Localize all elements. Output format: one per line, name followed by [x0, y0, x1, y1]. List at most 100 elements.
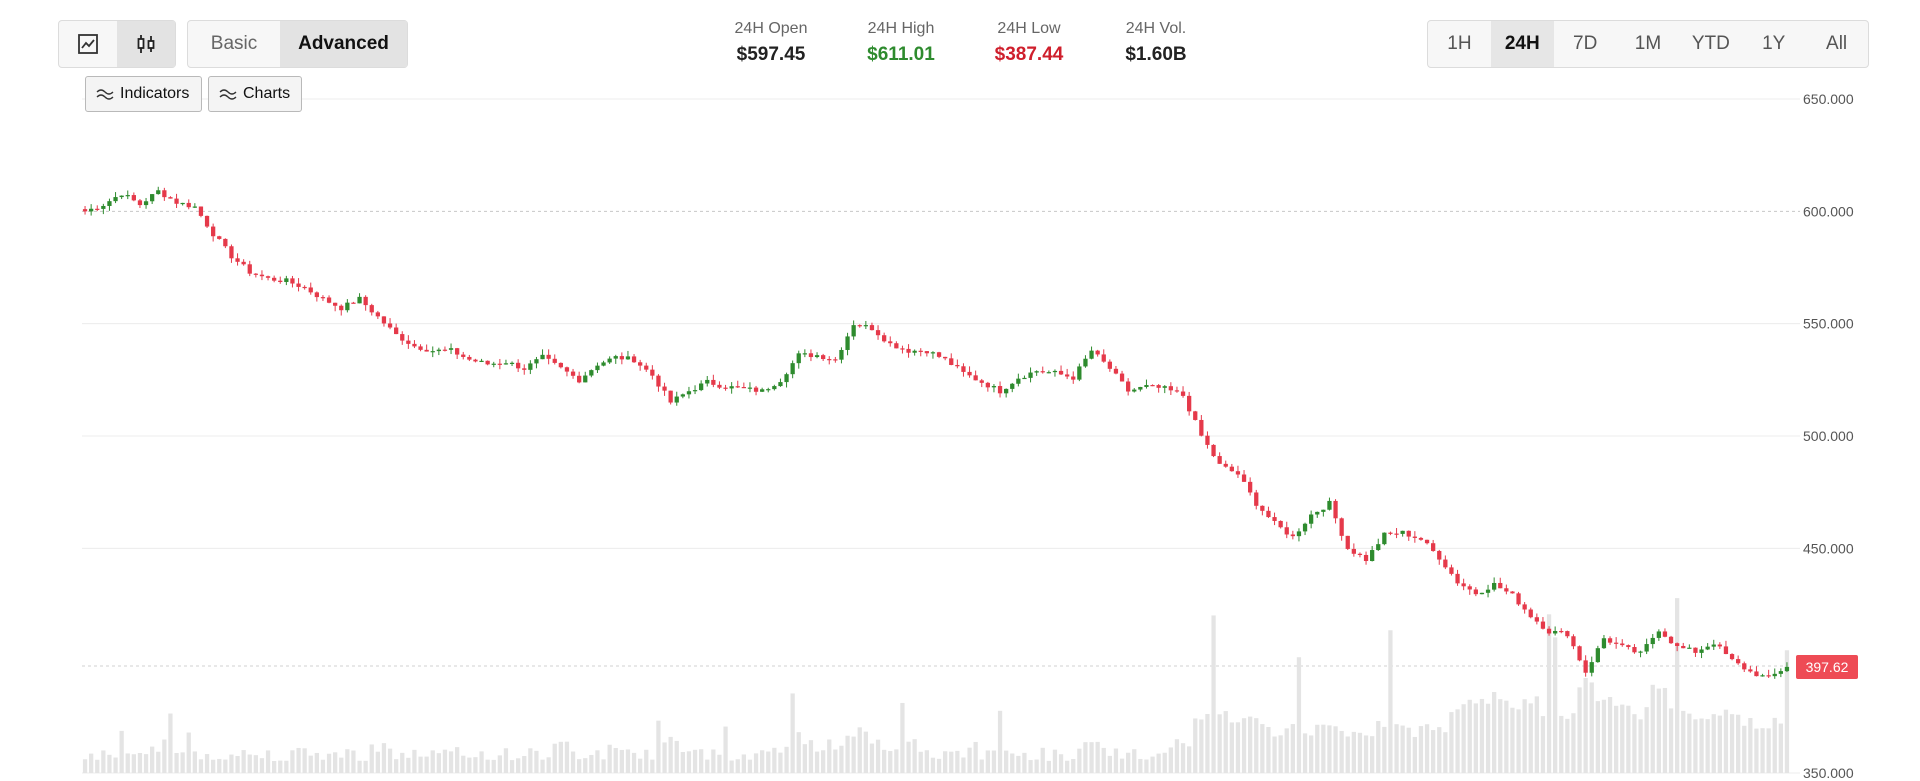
candle-body [1614, 642, 1619, 644]
candle-body [1711, 644, 1716, 647]
range-1y-button[interactable]: 1Y [1762, 33, 1786, 54]
volume-bar [1534, 696, 1539, 773]
candle-body [735, 386, 740, 388]
volume-bar [272, 760, 277, 773]
volume-bar [1418, 726, 1424, 773]
range-all-button[interactable]: All [1826, 33, 1848, 54]
volume-bar [320, 759, 326, 773]
range-1h-button[interactable]: 1H [1447, 33, 1472, 54]
volume-bar [638, 758, 643, 773]
candle-body [528, 363, 533, 370]
volume-bar [345, 749, 350, 773]
candle-body [1754, 671, 1759, 677]
candle-body [1235, 471, 1241, 475]
candle-body [509, 362, 515, 364]
volume-bar [827, 739, 832, 773]
candlestick-icon [137, 35, 155, 53]
candle-body [717, 384, 722, 388]
volume-bar [1528, 703, 1533, 773]
range-1m-button[interactable]: 1M [1634, 33, 1662, 54]
candle-body [546, 354, 551, 359]
volume-bar [1626, 705, 1631, 773]
line-chart-view-button[interactable] [59, 21, 117, 67]
advanced-mode-button[interactable]: Advanced [280, 21, 407, 67]
volume-bar [290, 750, 295, 773]
candlestick-view-button[interactable] [117, 21, 175, 67]
basic-mode-button[interactable]: Basic [210, 33, 258, 54]
candle-body [650, 369, 655, 376]
volume-bar [1693, 719, 1698, 773]
candle-body [217, 236, 222, 239]
volume-bar [528, 748, 533, 773]
stat-24h-low-label: 24H Low [997, 20, 1061, 37]
volume-bar [875, 739, 881, 773]
candle-body [1315, 511, 1320, 515]
volume-bar [613, 748, 618, 773]
candle-body [857, 325, 862, 327]
stat-24h-open-label: 24H Open [734, 20, 808, 37]
candle-body [1400, 530, 1405, 534]
candle-body [1333, 500, 1338, 519]
candle-body [1101, 354, 1106, 362]
range-7d-button[interactable]: 7D [1573, 33, 1598, 54]
volume-bar [509, 760, 515, 773]
candle-body [833, 359, 838, 361]
volume-bar [1077, 748, 1082, 773]
candle-body [1126, 381, 1131, 392]
volume-bar [503, 748, 509, 773]
candle-body [1784, 666, 1790, 672]
volume-bar [247, 754, 252, 773]
candle-body [1040, 371, 1045, 373]
volume-bar [601, 759, 606, 773]
candle-body [1461, 583, 1466, 587]
volume-bar [851, 736, 856, 773]
candle-body [936, 352, 942, 357]
candle-body [1516, 593, 1521, 605]
volume-bar [680, 752, 685, 773]
volume-bar [1187, 746, 1192, 773]
candle-body [753, 387, 759, 392]
candle-body [131, 195, 136, 201]
candle-body [162, 190, 167, 198]
candle-body [1187, 395, 1192, 412]
volume-bar [1138, 758, 1143, 773]
candle-body [760, 389, 765, 392]
volume-bar [1248, 716, 1253, 773]
candle-body [619, 356, 624, 360]
volume-bar [1132, 749, 1137, 773]
volume-bar [705, 759, 710, 773]
candle-body [369, 305, 374, 313]
volume-bar [241, 750, 246, 773]
volume-bar [967, 747, 972, 773]
indicators-button[interactable]: Indicators [85, 76, 202, 112]
candle-body [875, 330, 881, 336]
candle-body [516, 362, 521, 369]
candle-body [278, 280, 283, 283]
volume-bar [1095, 741, 1100, 773]
volume-bar [1675, 598, 1680, 773]
candle-body [1546, 628, 1552, 634]
candle-body [1638, 651, 1643, 653]
candle-body [272, 277, 277, 281]
range-ytd-button[interactable]: YTD [1691, 33, 1730, 54]
range-24h-button[interactable]: 24H [1490, 21, 1554, 67]
candle-body [430, 351, 435, 353]
candle-body [863, 325, 868, 327]
indicators-label: Indicators [120, 85, 190, 102]
volume-bar [631, 752, 637, 773]
volume-bar [1522, 699, 1527, 773]
candle-body [1193, 411, 1198, 420]
volume-bar [790, 693, 795, 773]
volume-bar [1382, 726, 1387, 773]
candle-body [674, 396, 679, 403]
candle-body [589, 370, 594, 376]
charts-button[interactable]: Charts [208, 76, 302, 112]
volume-bar [1174, 739, 1180, 773]
candle-body [1577, 646, 1582, 661]
volume-bar [1778, 723, 1783, 773]
candle-body [107, 201, 112, 206]
volume-bar [1296, 657, 1302, 773]
volume-bar [1302, 733, 1308, 773]
volume-bar [302, 748, 307, 773]
